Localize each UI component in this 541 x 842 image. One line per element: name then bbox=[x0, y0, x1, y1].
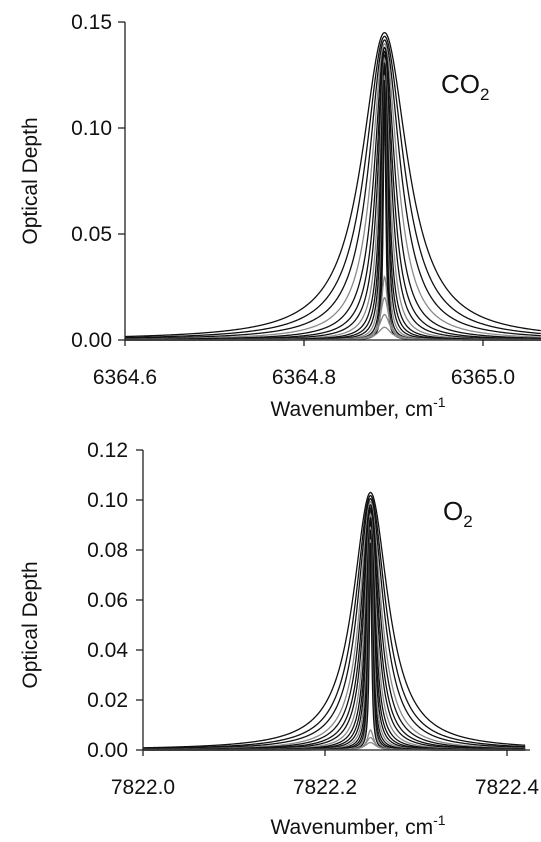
o2-y-ticks: 0.00 0.02 0.04 0.06 0.08 0.10 0.12 bbox=[87, 439, 143, 762]
co2-ytick-label: 0.15 bbox=[71, 11, 112, 34]
o2-ytick-label: 0.12 bbox=[87, 439, 128, 462]
co2-line-profile-15 bbox=[125, 91, 541, 340]
o2-line-profile-11 bbox=[143, 524, 525, 750]
co2-line-profile-10 bbox=[125, 67, 541, 340]
o2-ytick-label: 0.00 bbox=[87, 739, 128, 762]
o2-ytick-label: 0.08 bbox=[87, 539, 128, 562]
o2-line-profile-12 bbox=[143, 527, 525, 750]
o2-x-ticks: 7822.0 7822.2 7822.4 bbox=[111, 750, 540, 799]
o2-line-profile-15 bbox=[143, 536, 525, 750]
o2-line-profile-10 bbox=[143, 520, 525, 750]
o2-ytick-label: 0.02 bbox=[87, 689, 128, 712]
chart-o2: 0.00 0.02 0.04 0.06 0.08 0.10 0.12 7822.… bbox=[19, 439, 539, 839]
o2-line-profile-7 bbox=[143, 511, 525, 750]
o2-ytick-label: 0.06 bbox=[87, 589, 128, 612]
co2-xtick-label: 6365.0 bbox=[451, 366, 515, 389]
o2-line-profile-16 bbox=[143, 540, 525, 750]
co2-annotation: CO2 bbox=[441, 69, 489, 104]
co2-line-profile-12 bbox=[125, 75, 541, 340]
co2-line-profile-14 bbox=[125, 85, 541, 340]
o2-line-profile-14 bbox=[143, 533, 525, 750]
o2-line-profile-13 bbox=[143, 530, 525, 750]
co2-x-ticks: 6364.6 6364.8 6365.0 bbox=[93, 340, 515, 389]
co2-xtick-label: 6364.6 bbox=[93, 366, 157, 389]
o2-xtick-label: 7822.4 bbox=[475, 776, 540, 799]
co2-line-profile-11 bbox=[125, 71, 541, 340]
o2-line-profile-3 bbox=[143, 499, 525, 749]
o2-line-profile-17 bbox=[143, 543, 525, 750]
co2-line-profile-8 bbox=[125, 59, 541, 340]
o2-xtick-label: 7822.2 bbox=[293, 776, 357, 799]
co2-ytick-label: 0.00 bbox=[71, 329, 112, 352]
o2-line-profile-9 bbox=[143, 517, 525, 750]
o2-ytick-label: 0.10 bbox=[87, 489, 128, 512]
co2-y-ticks: 0.00 0.05 0.10 0.15 bbox=[71, 11, 125, 352]
co2-line-profile-9 bbox=[125, 63, 541, 340]
o2-annotation: O2 bbox=[443, 496, 473, 531]
o2-line-profile-2 bbox=[143, 496, 525, 749]
o2-ytick-label: 0.04 bbox=[87, 639, 128, 662]
chart-co2: 0.00 0.05 0.10 0.15 6364.6 6364.8 6365.0… bbox=[19, 11, 541, 421]
co2-line-profile-13 bbox=[125, 80, 541, 340]
co2-ytick-label: 0.10 bbox=[71, 117, 112, 140]
co2-xtick-label: 6364.8 bbox=[272, 366, 336, 389]
co2-y-axis-label: Optical Depth bbox=[19, 117, 42, 244]
co2-ytick-label: 0.05 bbox=[71, 223, 112, 246]
o2-x-axis-label: Wavenumber, cm-1 bbox=[270, 812, 445, 839]
o2-xtick-label: 7822.0 bbox=[111, 776, 175, 799]
co2-x-axis-label: Wavenumber, cm-1 bbox=[270, 394, 445, 421]
o2-curves bbox=[143, 493, 525, 750]
o2-y-axis-label: Optical Depth bbox=[19, 561, 42, 688]
o2-line-profile-8 bbox=[143, 514, 525, 750]
o2-line-profile-6 bbox=[143, 508, 525, 750]
